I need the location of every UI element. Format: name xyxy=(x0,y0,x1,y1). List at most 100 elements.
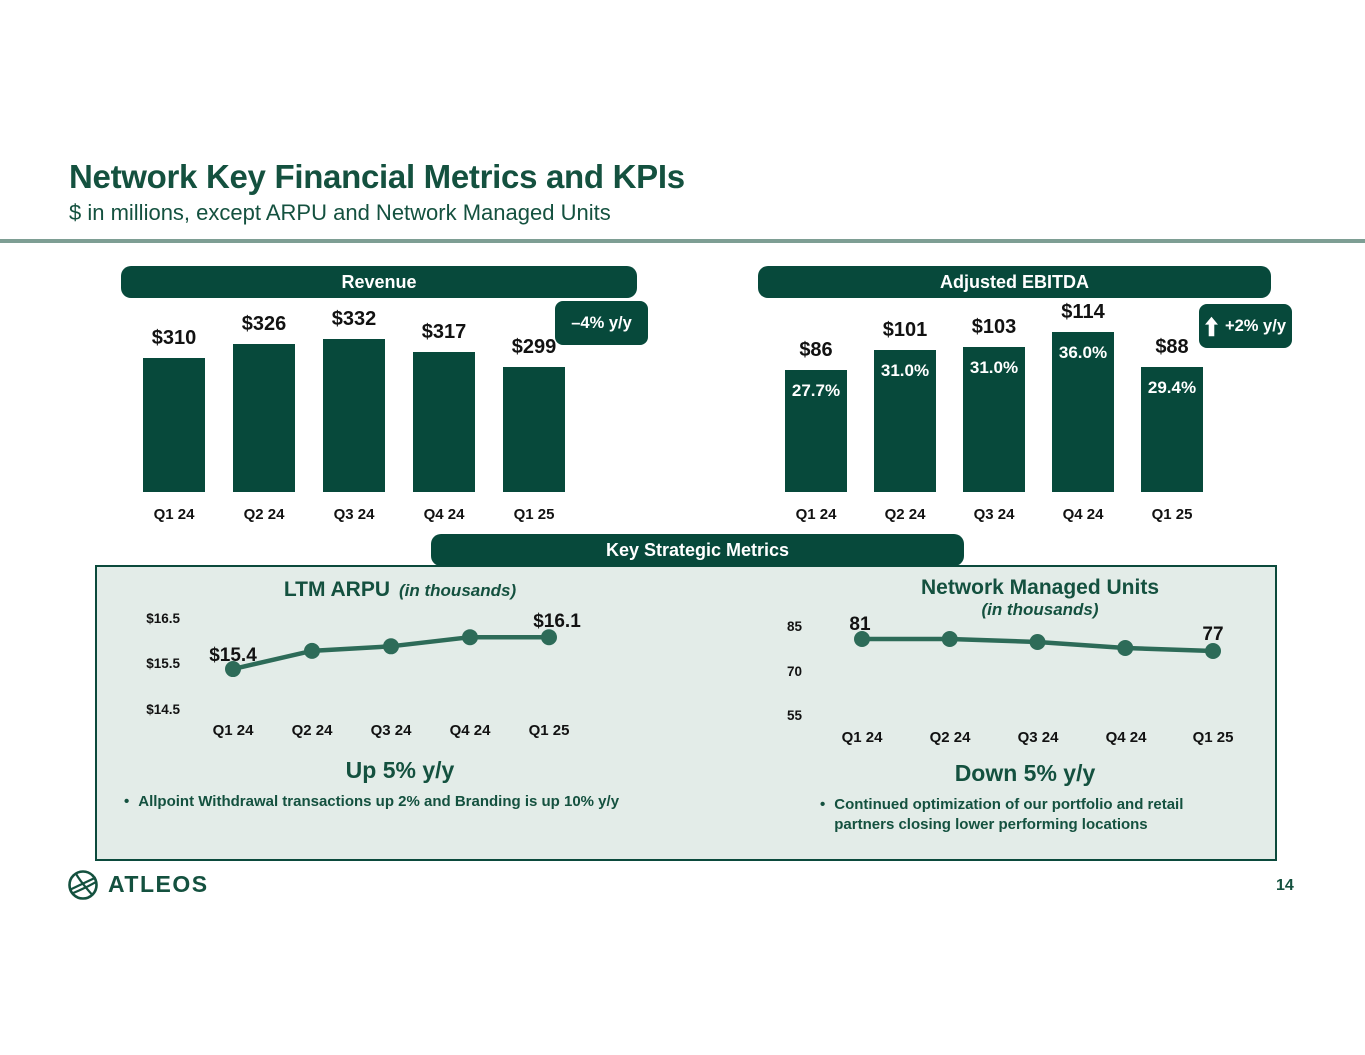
arpu-category-label: Q3 24 xyxy=(370,722,412,739)
bar-margin-label: 29.4% xyxy=(1147,378,1197,397)
bar-category-label: Q2 24 xyxy=(884,506,926,523)
nmu-category-label: Q3 24 xyxy=(1017,729,1059,746)
bar-category-label: Q1 24 xyxy=(153,506,195,523)
brand-wordmark: ATLEOS xyxy=(108,871,209,897)
bar-category-label: Q1 25 xyxy=(513,506,555,523)
page-number: 14 xyxy=(1276,877,1294,894)
bar-category-label: Q1 24 xyxy=(795,506,837,523)
nmu-ytick-label: 70 xyxy=(786,664,802,679)
arpu-data-point xyxy=(225,661,241,678)
ebitda-bar xyxy=(874,350,936,492)
revenue-bar xyxy=(233,344,295,492)
bar-margin-label: 36.0% xyxy=(1058,343,1108,362)
nmu-chart-subtitle-row: (in thousands) xyxy=(790,600,1290,620)
bar-value-label: $101 xyxy=(882,319,928,341)
revenue-chart-title: Revenue xyxy=(341,271,417,292)
bar-margin-label: 31.0% xyxy=(969,358,1019,377)
bar-category-label: Q4 24 xyxy=(1062,506,1104,523)
bar-value-label: $310 xyxy=(151,327,197,349)
revenue-chart-header: Revenue xyxy=(121,266,637,298)
revenue-bar xyxy=(413,352,475,492)
arpu-data-point xyxy=(383,638,399,655)
bar-value-label: $103 xyxy=(971,316,1017,338)
nmu-data-point xyxy=(854,631,870,647)
revenue-bar xyxy=(503,367,565,492)
revenue-yoy-badge-label: –4% y/y xyxy=(571,313,632,332)
nmu-category-label: Q1 25 xyxy=(1192,729,1234,746)
ebitda-bar xyxy=(1141,367,1203,492)
ebitda-chart: Adjusted EBITDA +2% y/y $86 27.7% Q1 24 $10… xyxy=(758,266,1292,526)
ebitda-bar xyxy=(785,370,847,492)
nmu-data-point xyxy=(1029,634,1046,650)
nmu-ytick-label: 55 xyxy=(786,708,802,723)
nmu-trend-chart xyxy=(854,631,1221,659)
arpu-category-label: Q4 24 xyxy=(449,722,491,739)
revenue-bar xyxy=(323,339,385,492)
bar-value-label: $88 xyxy=(1155,336,1189,358)
bar-value-label: $317 xyxy=(421,321,467,343)
bar-category-label: Q3 24 xyxy=(973,506,1015,523)
nmu-category-label: Q4 24 xyxy=(1105,729,1147,746)
bar-margin-label: 27.7% xyxy=(791,381,841,400)
arpu-data-point xyxy=(304,642,320,659)
arpu-bullet: • Allpoint Withdrawal transactions up 2%… xyxy=(124,792,704,812)
header-divider xyxy=(0,239,1365,243)
ebitda-yoy-badge: +2% y/y xyxy=(1199,304,1292,348)
arpu-ytick-label: $16.5 xyxy=(146,611,180,626)
nmu-data-point xyxy=(1117,640,1134,656)
ebitda-bar xyxy=(1052,332,1114,492)
bar-margin-label: 31.0% xyxy=(880,361,930,380)
arpu-chart-title-row: LTM ARPU (in thousands) xyxy=(150,578,650,602)
strategic-metrics-panel xyxy=(95,565,1277,861)
bar-value-label: $326 xyxy=(241,313,287,335)
arpu-chart-subtitle: (in thousands) xyxy=(399,581,517,600)
ebitda-chart-title: Adjusted EBITDA xyxy=(939,271,1089,292)
arpu-ytick-label: $15.5 xyxy=(146,656,180,671)
nmu-ytick-label: 85 xyxy=(786,619,802,634)
nmu-data-point xyxy=(1205,643,1221,659)
arpu-ytick-label: $14.5 xyxy=(146,702,180,717)
nmu-chart-title: Network Managed Units xyxy=(920,576,1160,599)
arpu-trend-chart xyxy=(225,629,557,678)
nmu-data-point xyxy=(941,631,958,647)
arpu-data-point xyxy=(541,629,557,646)
ebitda-yoy-badge-label: +2% y/y xyxy=(1224,316,1286,335)
nmu-chart-subtitle: (in thousands) xyxy=(981,600,1099,619)
ebitda-chart-header: Adjusted EBITDA xyxy=(758,266,1271,298)
bar-value-label: $86 xyxy=(799,339,833,361)
page-subtitle: $ in millions, except ARPU and Network M… xyxy=(69,200,611,225)
bar-category-label: Q1 25 xyxy=(1151,506,1193,523)
bar-category-label: Q3 24 xyxy=(333,506,375,523)
revenue-plot-area: $310 Q1 24 $326 Q2 24 $332 Q3 24 $317 Q4 24 $299… xyxy=(121,266,637,526)
ebitda-plot-area: $86 27.7% Q1 24 $101 31.0% Q2 24 $103 31.0% Q3 2… xyxy=(758,266,1271,526)
arpu-first-point-label: $15.4 xyxy=(209,645,257,666)
arpu-bullet-text: Allpoint Withdrawal transactions up 2% a… xyxy=(138,793,620,810)
arpu-chart-title: LTM ARPU xyxy=(283,578,391,601)
bar-value-label: $299 xyxy=(511,336,557,358)
revenue-bar xyxy=(143,358,205,492)
nmu-category-label: Q1 24 xyxy=(841,729,883,746)
nmu-category-label: Q2 24 xyxy=(929,729,971,746)
nmu-chart-title-row: Network Managed Units xyxy=(790,576,1290,600)
arpu-data-point xyxy=(462,629,478,646)
arpu-category-label: Q2 24 xyxy=(291,722,333,739)
bar-value-label: $332 xyxy=(331,308,377,330)
nmu-bullet: • Continued optimization of our portfoli… xyxy=(820,795,1250,835)
arpu-category-label: Q1 24 xyxy=(212,722,254,739)
nmu-first-point-label: 81 xyxy=(849,614,871,635)
nmu-callout: Down 5% y/y xyxy=(954,760,1096,786)
bar-value-label: $114 xyxy=(1061,301,1105,323)
arpu-callout: Up 5% y/y xyxy=(345,757,455,783)
bullet-dot: • xyxy=(124,793,130,810)
bar-category-label: Q2 24 xyxy=(243,506,285,523)
arpu-category-label: Q1 25 xyxy=(528,722,570,739)
revenue-yoy-badge: –4% y/y xyxy=(555,301,648,345)
page-title: Network Key Financial Metrics and KPIs xyxy=(69,158,685,195)
nmu-last-point-label: 77 xyxy=(1202,624,1224,645)
nmu-bullet-text: Continued optimization of our portfolio … xyxy=(834,796,1184,833)
strategic-metrics-header: Key Strategic Metrics xyxy=(431,534,964,566)
bullet-dot: • xyxy=(820,796,826,813)
strategic-metrics-title: Key Strategic Metrics xyxy=(605,539,790,560)
up-arrow-icon xyxy=(1204,316,1218,337)
